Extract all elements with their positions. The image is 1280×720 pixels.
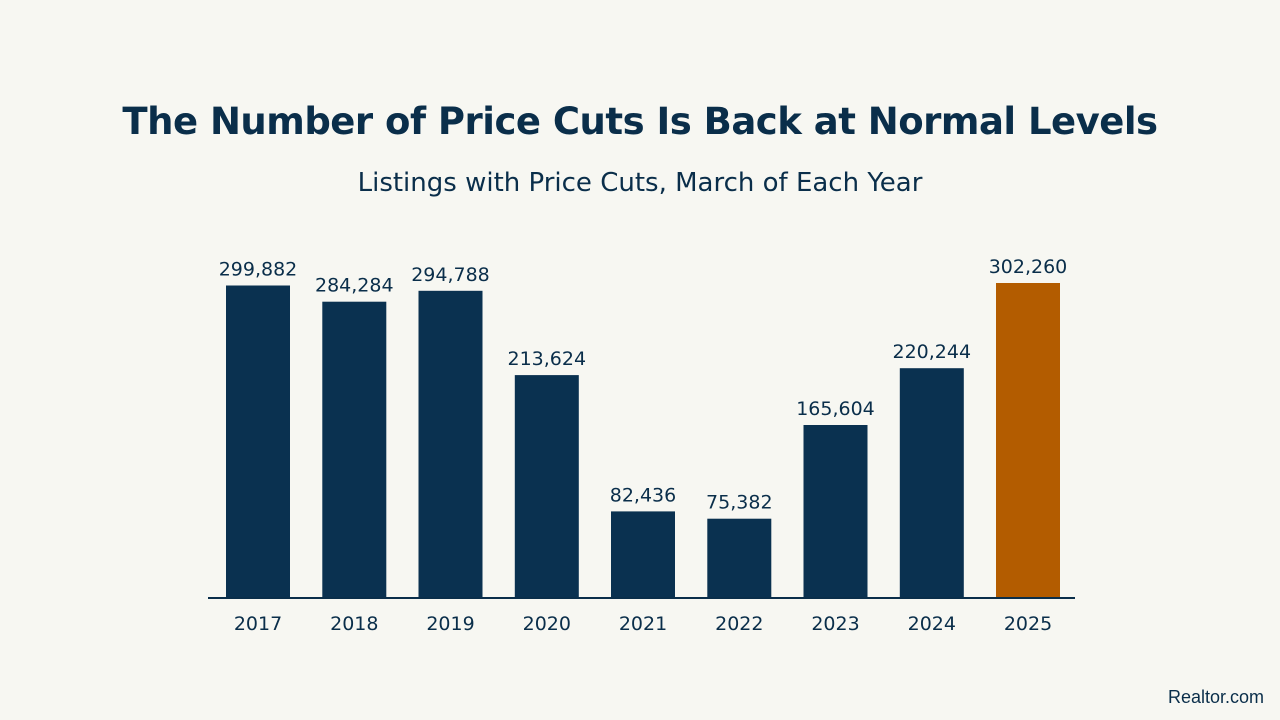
bar-2019 — [418, 290, 483, 597]
data-label-2025: 302,260 — [989, 256, 1068, 278]
data-label-2020: 213,624 — [508, 348, 587, 370]
data-label-2019: 294,788 — [411, 264, 490, 286]
x-tick-label-2022: 2022 — [715, 613, 763, 635]
bar-2024 — [899, 368, 964, 597]
x-tick-label-2019: 2019 — [426, 613, 474, 635]
bar-2025 — [996, 283, 1060, 597]
data-label-2018: 284,284 — [315, 275, 394, 297]
data-label-2017: 299,882 — [219, 259, 298, 281]
bar-2020 — [514, 375, 579, 597]
data-label-2022: 75,382 — [706, 492, 772, 514]
data-label-2021: 82,436 — [610, 484, 676, 506]
chart-title: The Number of Price Cuts Is Back at Norm… — [122, 100, 1158, 143]
x-tick-label-2024: 2024 — [908, 613, 956, 635]
bar-2017 — [226, 285, 290, 597]
x-tick-label-2017: 2017 — [234, 613, 282, 635]
chart-subtitle: Listings with Price Cuts, March of Each … — [357, 168, 923, 198]
data-label-2024: 220,244 — [893, 341, 972, 363]
data-label-2023: 165,604 — [796, 398, 875, 420]
bar-2023 — [803, 425, 868, 597]
x-tick-label-2018: 2018 — [330, 613, 378, 635]
x-tick-label-2021: 2021 — [619, 613, 667, 635]
bar-2021 — [611, 511, 675, 597]
bar-2022 — [707, 518, 772, 597]
source-credit: Realtor.com — [1167, 687, 1264, 707]
x-tick-label-2023: 2023 — [811, 613, 859, 635]
bar-2018 — [322, 301, 387, 597]
x-tick-label-2025: 2025 — [1004, 613, 1052, 635]
x-tick-label-2020: 2020 — [523, 613, 571, 635]
